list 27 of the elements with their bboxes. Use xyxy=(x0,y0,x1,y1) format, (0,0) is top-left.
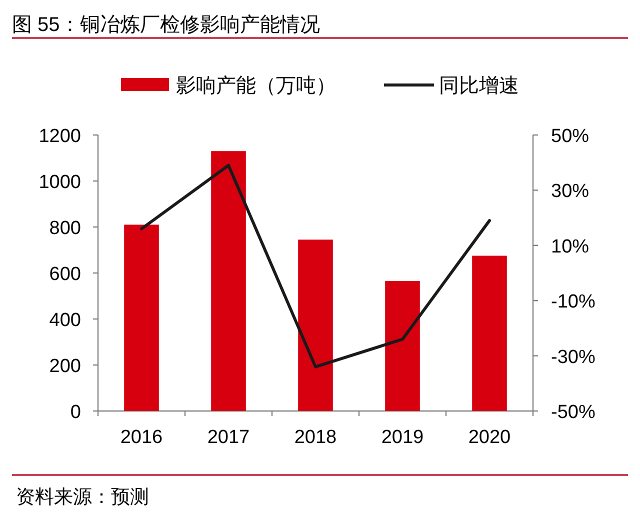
bar xyxy=(211,151,246,411)
bar xyxy=(298,240,333,411)
bar xyxy=(385,281,420,411)
legend-label: 同比增速 xyxy=(439,75,519,97)
y-tick-label: 200 xyxy=(49,356,81,377)
y-tick-label: 1200 xyxy=(38,126,81,147)
annotation: 资料来源：预测 xyxy=(16,487,149,508)
x-tick-label: 2020 xyxy=(468,427,511,448)
legend-label: 影响产能（万吨） xyxy=(176,75,336,97)
bar xyxy=(472,256,507,411)
x-tick-label: 2019 xyxy=(381,427,424,448)
y2-tick-label: -50% xyxy=(551,402,596,423)
y2-tick-label: 50% xyxy=(551,126,590,147)
y2-tick-label: 10% xyxy=(551,236,590,258)
y2-tick-label: 30% xyxy=(551,181,590,202)
y2-tick-label: -10% xyxy=(551,292,596,313)
title: 图 55：铜冶炼厂检修影响产能情况 xyxy=(12,14,320,36)
y-tick-label: 400 xyxy=(49,310,81,331)
x-tick-label: 2017 xyxy=(207,427,250,448)
bar xyxy=(124,224,159,411)
y-tick-label: 800 xyxy=(49,218,81,239)
y2-tick-label: -30% xyxy=(551,346,596,368)
x-tick-label: 2018 xyxy=(294,427,337,448)
y-tick-label: 1000 xyxy=(38,172,81,193)
x-tick-label: 2016 xyxy=(120,427,163,448)
y-tick-label: 0 xyxy=(70,402,81,423)
y-tick-label: 600 xyxy=(49,264,81,285)
